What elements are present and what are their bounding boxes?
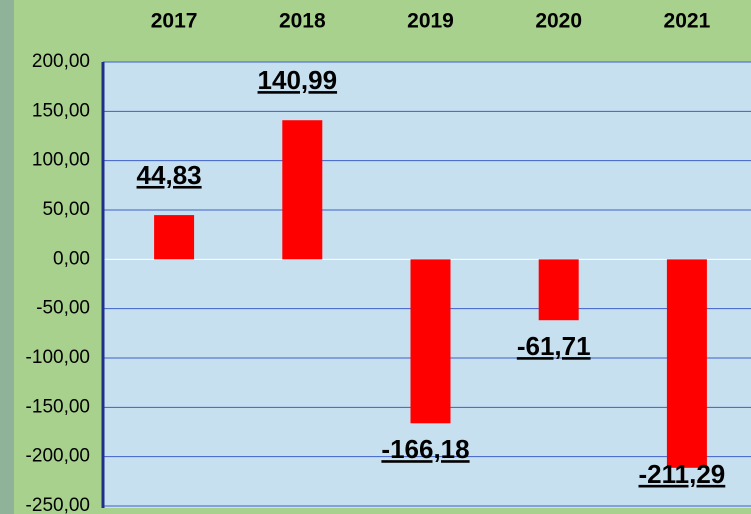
bar [667, 259, 707, 467]
y-tick-label: -200,00 [26, 446, 90, 467]
x-tick-label: 2020 [535, 10, 582, 33]
y-tick-label: -100,00 [26, 347, 90, 368]
y-tick-label: 0,00 [53, 248, 90, 269]
chart: -250,00 -200,00 -150,00 -100,00 -50,00 0,00 50… [0, 0, 751, 514]
y-tick-label: -250,00 [26, 495, 90, 514]
bar [282, 120, 322, 259]
y-tick-label: -50,00 [36, 298, 90, 319]
x-tick-label: 2017 [151, 10, 198, 33]
y-tick-label: -150,00 [26, 396, 90, 417]
y-tick-label: 200,00 [32, 51, 90, 72]
y-tick-label: 150,00 [32, 100, 90, 121]
bar [411, 259, 451, 423]
y-tick-label: 50,00 [42, 199, 90, 220]
bar [539, 259, 579, 320]
value-label: -166,18 [381, 434, 469, 464]
bar [154, 215, 194, 259]
x-tick-label: 2018 [279, 10, 326, 33]
side-image [0, 0, 14, 514]
value-label: 140,99 [258, 65, 338, 95]
value-label: 44,83 [137, 160, 202, 190]
value-label: -211,29 [639, 459, 726, 489]
y-tick-label: 100,00 [32, 150, 90, 171]
x-tick-label: 2019 [407, 10, 454, 33]
x-tick-label: 2021 [664, 10, 711, 33]
value-label: -61,71 [517, 331, 591, 361]
